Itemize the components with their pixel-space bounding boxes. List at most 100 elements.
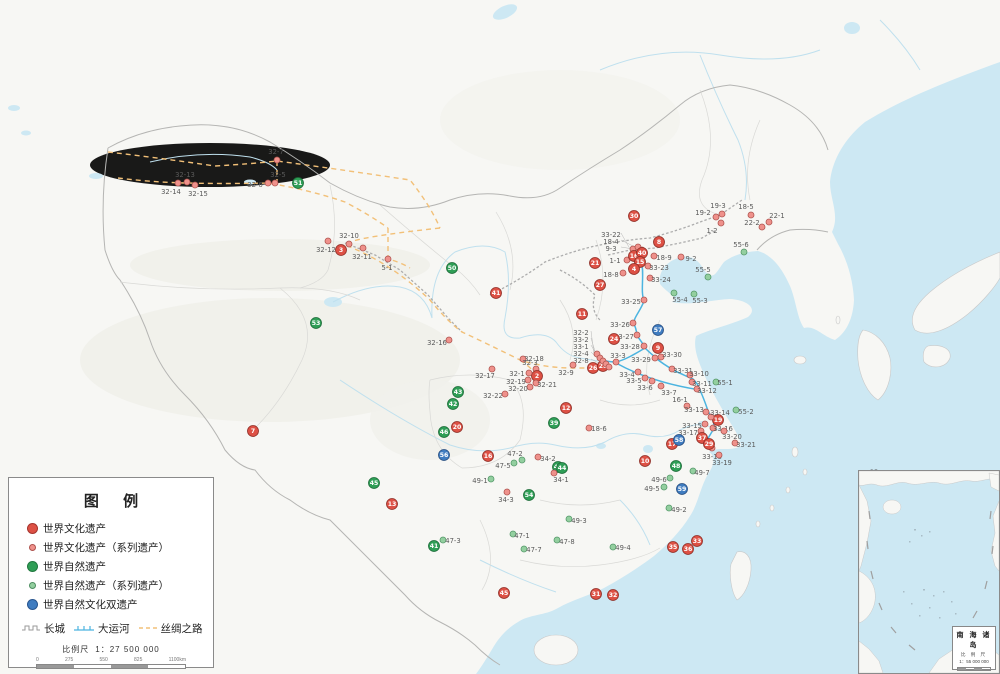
heritage-marker-43[interactable]: 43 <box>452 386 464 398</box>
heritage-marker-47-1[interactable]: 47-1 <box>509 530 530 540</box>
heritage-marker-30[interactable]: 30 <box>628 210 640 222</box>
heritage-marker-33-15[interactable]: 33-15 <box>682 420 709 430</box>
heritage-marker-46[interactable]: 46 <box>438 426 450 438</box>
heritage-marker-59[interactable]: 59 <box>676 483 688 495</box>
heritage-marker-1-2[interactable]: 1-2 <box>706 219 725 235</box>
heritage-marker-55-1[interactable]: 55-1 <box>712 378 733 387</box>
heritage-marker-32-17[interactable]: 32-17 <box>475 365 496 380</box>
heritage-marker-55-6[interactable]: 55-6 <box>733 241 749 256</box>
heritage-marker-33-30[interactable]: 33-30 <box>657 351 682 361</box>
heritage-marker-54[interactable]: 54 <box>523 489 535 501</box>
heritage-marker-47-2[interactable]: 47-2 <box>507 450 526 464</box>
heritage-marker-45[interactable]: 45 <box>368 477 380 489</box>
heritage-marker-32-21[interactable]: 32-21 <box>532 379 557 389</box>
heritage-marker-26[interactable]: 26 <box>587 362 599 374</box>
heritage-marker-33-12[interactable]: 33-12 <box>693 385 717 395</box>
heritage-marker-5-1[interactable]: 5-1 <box>381 255 393 272</box>
heritage-marker-3[interactable]: 3 <box>335 244 347 256</box>
heritage-marker-40[interactable]: 40 <box>636 247 648 259</box>
heritage-marker-49-7[interactable]: 49-7 <box>689 467 710 477</box>
heritage-marker-4[interactable]: 4 <box>628 263 640 275</box>
heritage-marker-33-21[interactable]: 33-21 <box>731 439 756 449</box>
heritage-marker-18-5[interactable]: 18-5 <box>738 203 755 219</box>
heritage-marker-24[interactable]: 24 <box>608 333 620 345</box>
heritage-marker-39[interactable]: 39 <box>548 417 560 429</box>
heritage-marker-49-3[interactable]: 49-3 <box>565 515 587 525</box>
heritage-marker-8[interactable]: 8 <box>653 236 665 248</box>
heritage-marker-33-13[interactable]: 33-13 <box>684 406 710 416</box>
heritage-marker-55-3[interactable]: 55-3 <box>690 290 708 305</box>
heritage-marker-47-8[interactable]: 47-8 <box>553 536 575 546</box>
heritage-marker-47-7[interactable]: 47-7 <box>520 545 542 554</box>
heritage-marker-18-8[interactable]: 18-8 <box>603 269 627 279</box>
heritage-marker-49-5[interactable]: 49-5 <box>644 483 668 493</box>
heritage-marker-32-12[interactable]: 32-12 <box>316 237 336 254</box>
heritage-marker-21[interactable]: 21 <box>589 257 601 269</box>
heritage-marker-32-9[interactable]: 32-9 <box>558 361 577 377</box>
heritage-marker-32[interactable]: 32 <box>607 589 619 601</box>
heritage-marker-32-10[interactable]: 32-10 <box>339 232 359 248</box>
heritage-marker-33-24[interactable]: 33-24 <box>646 274 671 284</box>
heritage-marker-33-4[interactable]: 33-4 <box>619 368 642 379</box>
heritage-marker-33-31[interactable]: 33-31 <box>668 365 693 375</box>
heritage-marker-33-29[interactable]: 33-29 <box>631 354 659 364</box>
heritage-marker-16-1[interactable]: 16-1 <box>672 396 691 410</box>
heritage-marker-32-19[interactable]: 32-19 <box>506 376 532 386</box>
heritage-marker-9[interactable]: 9 <box>652 342 664 354</box>
heritage-marker-50[interactable]: 50 <box>446 262 458 274</box>
heritage-marker-32-5[interactable]: 32-5 <box>270 171 286 187</box>
heritage-marker-22-2[interactable]: 22-2 <box>744 219 766 231</box>
heritage-marker-47-5[interactable]: 47-5 <box>495 459 518 470</box>
heritage-marker-55-5[interactable]: 55-5 <box>695 266 712 281</box>
heritage-marker-51[interactable]: 51 <box>292 177 304 189</box>
heritage-marker-33-19[interactable]: 33-19 <box>712 451 732 467</box>
heritage-marker-13[interactable]: 13 <box>386 498 398 510</box>
heritage-marker-32-11[interactable]: 32-11 <box>352 244 372 261</box>
heritage-marker-16[interactable]: 16 <box>482 450 494 462</box>
heritage-marker-32-13[interactable]: 32-13 <box>175 171 195 186</box>
heritage-marker-33-28[interactable]: 33-28 <box>620 342 648 351</box>
heritage-marker-12[interactable]: 12 <box>560 402 572 414</box>
heritage-marker-33-26[interactable]: 33-26 <box>610 319 637 329</box>
heritage-marker-57[interactable]: 57 <box>652 324 664 336</box>
heritage-marker-33-27[interactable]: 33-27 <box>614 331 641 341</box>
heritage-marker-34-2[interactable]: 34-2 <box>534 453 556 463</box>
heritage-marker-41[interactable]: 41 <box>490 287 502 299</box>
heritage-marker-55-2[interactable]: 55-2 <box>732 406 754 416</box>
heritage-marker-18-6[interactable]: 18-6 <box>585 424 607 433</box>
heritage-marker-32-14[interactable]: 32-14 <box>161 179 182 196</box>
heritage-marker-34-1[interactable]: 34-1 <box>550 469 569 484</box>
heritage-marker-29[interactable]: 29 <box>703 438 715 450</box>
heritage-marker-32-20[interactable]: 32-20 <box>508 383 534 393</box>
heritage-marker-58[interactable]: 58 <box>673 434 685 446</box>
heritage-marker-32-8[interactable]: 32-8 <box>573 357 613 371</box>
heritage-marker-33-11[interactable]: 33-11 <box>688 378 712 388</box>
heritage-marker-53[interactable]: 53 <box>310 317 322 329</box>
heritage-marker-32-1[interactable]: 32-1 <box>509 369 533 378</box>
heritage-marker-18-9[interactable]: 18-9 <box>650 252 672 262</box>
heritage-marker-19-3[interactable]: 19-3 <box>710 202 726 218</box>
heritage-marker-49-2[interactable]: 49-2 <box>665 504 687 514</box>
heritage-marker-31[interactable]: 31 <box>590 588 602 600</box>
heritage-marker-49-6[interactable]: 49-6 <box>651 474 674 484</box>
heritage-marker-33-20[interactable]: 33-20 <box>720 427 742 441</box>
heritage-marker-36[interactable]: 36 <box>682 543 694 555</box>
heritage-marker-33-6[interactable]: 33-6 <box>637 377 656 392</box>
heritage-marker-22-1[interactable]: 22-1 <box>765 212 785 226</box>
heritage-marker-33-5[interactable]: 33-5 <box>626 374 649 385</box>
heritage-marker-32-16[interactable]: 32-16 <box>427 336 453 347</box>
heritage-marker-11[interactable]: 11 <box>576 308 588 320</box>
heritage-marker-35[interactable]: 35 <box>667 541 679 553</box>
heritage-marker-2[interactable]: 2 <box>531 370 543 382</box>
heritage-marker-32-15[interactable]: 32-15 <box>188 181 208 198</box>
heritage-marker-7[interactable]: 7 <box>247 425 259 437</box>
heritage-marker-19-2[interactable]: 19-2 <box>695 209 720 221</box>
heritage-marker-33-7[interactable]: 33-7 <box>657 382 677 397</box>
heritage-marker-34-3[interactable]: 34-3 <box>498 488 514 504</box>
heritage-marker-45[interactable]: 45 <box>498 587 510 599</box>
heritage-marker-33-25[interactable]: 33-25 <box>621 296 648 306</box>
heritage-marker-49-1[interactable]: 49-1 <box>472 475 495 485</box>
heritage-marker-55-4[interactable]: 55-4 <box>670 289 688 304</box>
heritage-marker-41[interactable]: 41 <box>428 540 440 552</box>
heritage-marker-47-3[interactable]: 47-3 <box>439 536 461 545</box>
